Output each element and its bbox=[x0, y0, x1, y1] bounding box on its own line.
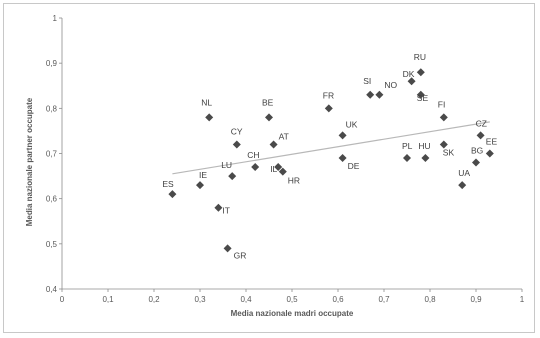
y-tick-label: 0,6 bbox=[46, 195, 58, 204]
data-point-ch bbox=[251, 163, 260, 172]
point-label-sk: SK bbox=[443, 147, 455, 157]
trendline bbox=[172, 121, 490, 175]
x-tick-label: 0,2 bbox=[148, 295, 160, 304]
data-point-se bbox=[416, 90, 425, 99]
data-point-fr bbox=[324, 104, 333, 113]
data-point-fi bbox=[439, 113, 448, 122]
y-tick-label: 0,4 bbox=[46, 285, 58, 294]
points-group bbox=[168, 68, 494, 253]
x-tick-label: 0,4 bbox=[240, 295, 252, 304]
data-point-cy bbox=[232, 140, 241, 149]
point-label-si: SI bbox=[363, 76, 371, 86]
data-point-hr bbox=[278, 167, 287, 176]
data-point-ru bbox=[416, 68, 425, 77]
data-point-at bbox=[269, 140, 278, 149]
data-point-it bbox=[214, 203, 223, 212]
point-label-ua: UA bbox=[458, 168, 470, 178]
trendline-group bbox=[172, 121, 490, 175]
y-tick-label: 1 bbox=[53, 14, 58, 23]
point-label-fi: FI bbox=[438, 99, 446, 109]
data-point-bg bbox=[472, 158, 480, 167]
x-tick-label: 0,1 bbox=[102, 295, 114, 304]
y-tick-label: 0,9 bbox=[46, 59, 58, 68]
point-label-hu: HU bbox=[418, 141, 430, 151]
point-label-dk: DK bbox=[403, 69, 415, 79]
x-tick-label: 1 bbox=[520, 295, 525, 304]
point-label-de: DE bbox=[348, 161, 360, 171]
data-point-be bbox=[265, 113, 273, 122]
data-point-cz bbox=[476, 131, 485, 140]
x-tick-label: 0,7 bbox=[378, 295, 390, 304]
point-label-be: BE bbox=[262, 97, 274, 107]
point-label-se: SE bbox=[417, 93, 429, 103]
data-point-ie bbox=[196, 181, 204, 190]
x-tick-label: 0,9 bbox=[470, 295, 482, 304]
point-label-cy: CY bbox=[231, 126, 243, 136]
data-point-nl bbox=[205, 113, 214, 122]
x-tick-label: 0,8 bbox=[424, 295, 436, 304]
data-point-gr bbox=[223, 244, 232, 253]
data-point-es bbox=[168, 190, 177, 199]
point-label-fr: FR bbox=[323, 90, 334, 100]
data-point-lu bbox=[228, 172, 237, 181]
point-label-hr: HR bbox=[288, 176, 300, 186]
data-point-il bbox=[274, 163, 283, 172]
y-tick-label: 0,7 bbox=[46, 150, 58, 159]
data-point-hu bbox=[421, 154, 430, 163]
data-point-si bbox=[366, 90, 375, 99]
data-point-uk bbox=[338, 131, 347, 140]
point-label-cz: CZ bbox=[476, 118, 487, 128]
point-labels-group: ES IE NL IT GR LU CY CH BE AT IL HR FR UK DE SI NO PL DK RU… bbox=[162, 52, 497, 260]
point-label-lu: LU bbox=[221, 160, 232, 170]
point-label-ch: CH bbox=[247, 150, 259, 160]
point-label-pl: PL bbox=[402, 141, 413, 151]
data-point-pl bbox=[403, 154, 411, 163]
data-point-no bbox=[375, 90, 384, 99]
chart-frame bbox=[3, 3, 535, 333]
x-tick-label: 0,3 bbox=[194, 295, 206, 304]
data-point-ee bbox=[485, 149, 494, 158]
point-label-nl: NL bbox=[201, 97, 212, 107]
y-axis-title: Media nazionale partner occupate bbox=[25, 97, 34, 226]
data-point-sk bbox=[439, 140, 448, 149]
point-label-at: AT bbox=[279, 131, 289, 141]
point-label-ee: EE bbox=[486, 137, 498, 147]
x-axis-title: Media nazionale madri occupate bbox=[231, 309, 354, 318]
y-tick-label: 0,5 bbox=[46, 240, 58, 249]
x-tick-label: 0,6 bbox=[332, 295, 344, 304]
point-label-it: IT bbox=[222, 206, 230, 216]
data-point-de bbox=[338, 154, 347, 163]
x-tick-label: 0,5 bbox=[286, 295, 298, 304]
data-point-dk bbox=[407, 77, 416, 86]
x-tick-label: 0 bbox=[60, 295, 65, 304]
point-label-gr: GR bbox=[234, 250, 247, 260]
point-label-ie: IE bbox=[199, 170, 207, 180]
data-point-ua bbox=[458, 181, 467, 190]
axes: 0 0,1 0,2 0,3 0,4 0,5 0,6 0,7 0,8 0,9 1 0,4 0,5 0,6 0,… bbox=[46, 14, 525, 304]
point-label-ru: RU bbox=[414, 52, 426, 62]
point-label-no: NO bbox=[384, 80, 397, 90]
point-label-il: IL bbox=[270, 164, 277, 174]
point-label-es: ES bbox=[162, 179, 174, 189]
point-label-bg: BG bbox=[471, 146, 483, 156]
y-tick-label: 0,8 bbox=[46, 104, 58, 113]
point-label-uk: UK bbox=[346, 119, 358, 129]
